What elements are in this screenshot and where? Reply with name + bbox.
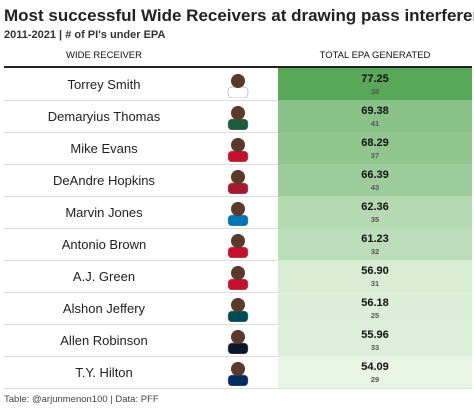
player-photo — [227, 106, 249, 130]
table-row: A.J. Green 56.90 31 — [4, 260, 472, 293]
epa-value: 54.09 — [361, 361, 389, 373]
player-photo — [227, 202, 249, 226]
epa-value: 69.38 — [361, 105, 389, 117]
pi-count: 32 — [370, 247, 380, 256]
epa-cell: 77.25 38 — [278, 68, 472, 100]
pi-count: 31 — [370, 279, 380, 288]
pi-count: 43 — [370, 183, 380, 192]
player-photo — [227, 138, 249, 162]
column-header: WIDE RECEIVER — [65, 50, 142, 61]
epa-value: 68.29 — [361, 137, 389, 149]
epa-cell: 56.90 31 — [278, 260, 472, 292]
player-photo — [227, 362, 249, 386]
pi-count: 35 — [370, 215, 380, 224]
pi-count: 33 — [370, 343, 380, 352]
table-row: Demaryius Thomas 69.38 41 — [4, 100, 472, 133]
epa-cell: 62.36 35 — [278, 196, 472, 228]
pi-count: 37 — [370, 151, 380, 160]
player-name: Marvin Jones — [65, 205, 143, 220]
epa-cell: 69.38 41 — [278, 100, 472, 132]
pi-count: 41 — [370, 119, 380, 128]
epa-value: 61.23 — [361, 233, 389, 245]
pi-count: 38 — [370, 87, 380, 96]
table-row: T.Y. Hilton 54.09 29 — [4, 356, 472, 389]
title: Most successful Wide Receivers at drawin… — [4, 6, 474, 25]
table-row: DeAndre Hopkins 66.39 43 — [4, 164, 472, 197]
table-row: Antonio Brown 61.23 32 — [4, 228, 472, 261]
player-name: Alshon Jeffery — [62, 301, 146, 316]
player-name: DeAndre Hopkins — [53, 173, 155, 188]
epa-cell: 56.18 25 — [278, 292, 472, 324]
epa-value: 56.90 — [361, 265, 389, 277]
player-name: Antonio Brown — [61, 237, 147, 252]
player-photo — [227, 266, 249, 290]
epa-value: 56.18 — [361, 297, 389, 309]
pi-count: 29 — [370, 375, 380, 384]
table-row: Alshon Jeffery 56.18 25 — [4, 292, 472, 325]
epa-value: 77.25 — [361, 73, 389, 85]
epa-cell: 55.96 33 — [278, 324, 472, 356]
table-row: Allen Robinson 55.96 33 — [4, 324, 472, 357]
epa-cell: 61.23 32 — [278, 228, 472, 260]
table-row: Torrey Smith 77.25 38 — [4, 68, 472, 101]
footer: Table: @arjunmenon100 | Data: PFF — [4, 394, 159, 405]
player-photo — [227, 74, 249, 98]
column-header: TOTAL EPA GENERATED — [319, 50, 431, 61]
pi-count: 25 — [370, 311, 380, 320]
header-rule — [4, 66, 472, 68]
player-name: A.J. Green — [72, 269, 136, 284]
epa-cell: 66.39 43 — [278, 164, 472, 196]
epa-value: 62.36 — [361, 201, 389, 213]
subtitle: 2011-2021 | # of PI's under EPA — [4, 29, 166, 41]
epa-value: 55.96 — [361, 329, 389, 341]
epa-cell: 54.09 29 — [278, 356, 472, 388]
player-photo — [227, 234, 249, 258]
player-photo — [227, 330, 249, 354]
player-name: Mike Evans — [70, 141, 138, 156]
player-name: Torrey Smith — [67, 77, 141, 92]
epa-value: 66.39 — [361, 169, 389, 181]
table-row: Marvin Jones 62.36 35 — [4, 196, 472, 229]
player-name: T.Y. Hilton — [75, 365, 133, 380]
player-photo — [227, 170, 249, 194]
player-photo — [227, 298, 249, 322]
table-row: Mike Evans 68.29 37 — [4, 132, 472, 165]
epa-cell: 68.29 37 — [278, 132, 472, 164]
player-name: Demaryius Thomas — [47, 109, 161, 124]
player-name: Allen Robinson — [60, 333, 148, 348]
